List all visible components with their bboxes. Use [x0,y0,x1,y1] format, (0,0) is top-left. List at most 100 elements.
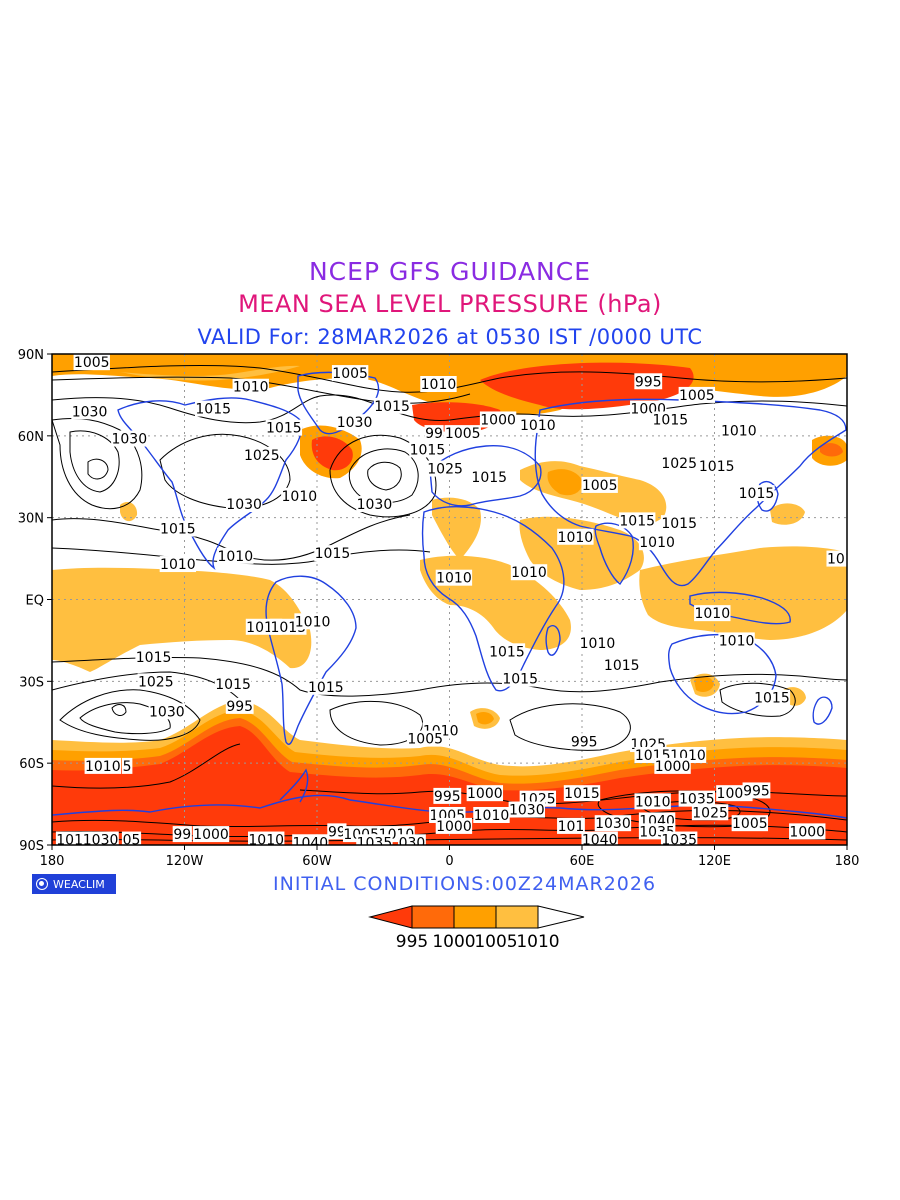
contour-label-bg [619,512,656,529]
contour-label: 1015 [563,785,601,802]
legend-label: 995 [396,932,428,952]
legend-label: 1000 [432,932,475,952]
contour-label-text: 99 [173,827,191,843]
contour-label-bg [826,550,847,567]
contour-label-text: 1015 [136,650,172,666]
contour-label: 1015 [195,400,232,418]
contour-label-text: 1015 [564,786,600,802]
contour-label-text: 1015 [160,522,196,538]
contour-label-bg [137,673,174,690]
contour-label-text: 1010 [217,549,253,565]
contour-label-text: 1040 [582,833,618,849]
contour-label: 1010 [634,793,671,810]
contour-label: 1005 [731,815,769,832]
contour-label-bg [579,635,616,652]
contour-label: 1010 [281,487,318,505]
valid-time-line: VALID For: 28MAR2026 at 0530 IST /0000 U… [197,325,703,349]
shade-band [120,365,300,381]
contour-label: 1010 [248,831,285,845]
contour-label: 1005 [444,425,481,442]
contour-label: 1000 [192,826,230,843]
contour-label-text: 1015 [502,672,538,688]
lon-label: 120W [166,854,204,869]
contour-label-bg [121,757,133,774]
contour-label-text: 1010 [694,606,730,622]
contour-label-text: 1015 [489,644,525,660]
shade-band [547,469,583,496]
shade-band [432,497,481,560]
lat-label: 60N [18,430,44,445]
contour-label-bg [742,782,771,799]
contour-label-bg [557,817,585,834]
shade-band [694,676,714,692]
contour-label-bg [336,414,373,431]
contour-label-bg [225,496,263,513]
contour-label: 1005 [678,386,716,404]
contour-label: 1005 [407,730,444,748]
contour-label: 99 [424,425,444,442]
shade-band [639,546,847,640]
contour-label-text: 1015 [374,399,410,415]
contour-label-text: 101 [558,819,585,835]
lon-label: 180 [835,854,860,869]
lon-label: 0 [445,854,453,869]
contour-label: 1010 [510,564,548,581]
contour-label-bg [563,785,601,802]
contour-label-bg [638,534,676,551]
contour-label-text: 1010 [719,633,755,649]
contour-label-bg [691,804,729,821]
coastline-south-america [265,575,357,745]
contour-label: 1005 [581,476,618,494]
contour-label-bg [192,826,230,843]
contour-label: 1010 [557,528,594,546]
coastline-asia [534,398,847,587]
contour-label-bg [660,515,698,532]
coastline-new-zealand [812,696,833,725]
contour-label-text: 1030 [509,803,545,819]
contour-label-text: 101 [827,552,854,568]
contour-label-bg [678,386,716,403]
contour-label-text: 1010 [233,380,269,396]
contour-label-bg [407,730,444,747]
contour-label: 995 [570,733,599,750]
isobar [509,703,631,751]
contour-label: 1015 [135,648,172,666]
contour-label: 1030 [356,496,393,513]
contour-label: 1010 [435,569,473,587]
contour-label-bg [660,831,698,845]
contour-label-text: 1015 [754,691,790,707]
contour-label: 05 [121,831,142,845]
contour-label-bg [121,831,142,845]
legend-swatch-above-1010 [537,905,585,929]
legend-swatch-below-995 [368,905,413,929]
contour-label-text: 1030 [226,497,262,513]
contour-label-text: 1040 [293,835,329,851]
contour-label-bg [356,496,393,513]
contour-label: 101 [826,550,854,568]
coastline-madagascar [545,624,561,656]
contour-label: 1015 [660,515,698,532]
contour-label: 1040 [581,831,618,849]
isobar [87,458,109,480]
contour-label-text: 030 [399,835,426,851]
isobar [52,656,847,697]
contour-label-text: 1005 [732,816,768,832]
coastline-europe [429,445,542,507]
contour-label-text: 1030 [595,816,631,832]
isobar [52,743,241,789]
lat-label: 60S [19,757,44,772]
contour-label-bg [435,569,473,586]
contour-label-text: 1035 [679,792,715,808]
isobar [52,837,847,842]
contour-label: 1030 [508,801,545,819]
contour-label-text: 1025 [692,805,728,821]
contour-label-bg [356,834,393,845]
contour-label-text: 1015 [308,680,344,696]
contour-label: 030 [398,834,426,851]
contour-label: 1015 [603,656,640,674]
contour-label-text: 1005 [445,426,481,442]
contour-label: 1015 [488,643,526,660]
contour-label-bg [148,703,186,720]
contour-label-bg [314,545,351,562]
